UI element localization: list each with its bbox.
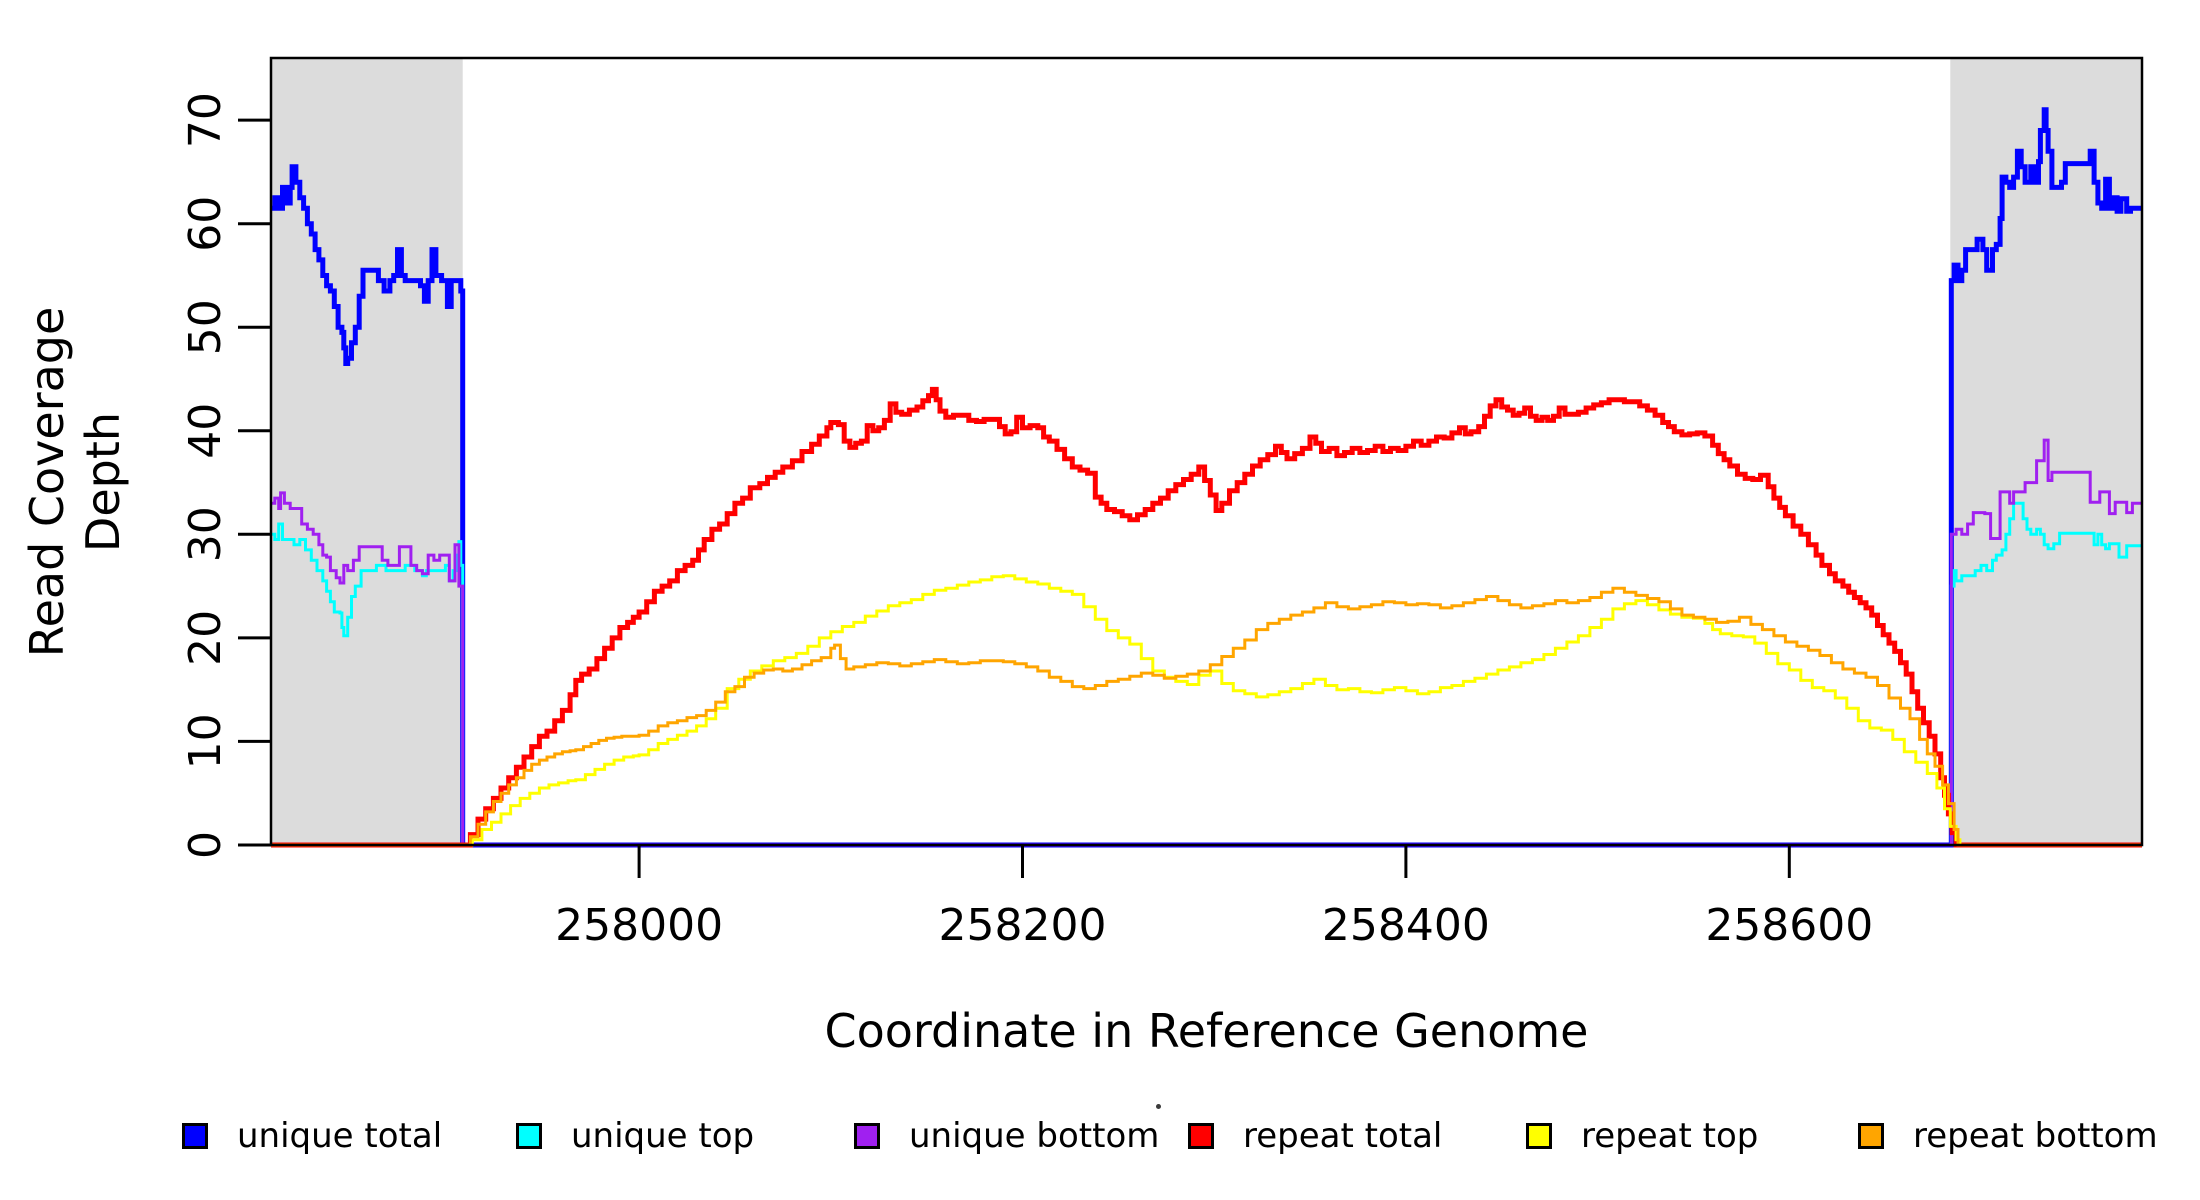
- series-unique-total: [271, 107, 2142, 848]
- legend-artifact-dot: [1156, 1104, 1161, 1109]
- y-tick-label: 10: [180, 713, 231, 769]
- x-tick-label: 258200: [939, 900, 1107, 951]
- axis-layer: 258000 258200 258400 258600 0 10 20 30 40 50 60 70: [180, 56, 2144, 951]
- y-axis-title: Read Coverage Depth: [20, 306, 130, 658]
- shaded-region: [271, 58, 463, 845]
- series-repeat-top: [271, 574, 2142, 847]
- plot-box: [269, 56, 2144, 847]
- x-tick-label: 258400: [1322, 900, 1490, 951]
- y-tick-label: 60: [180, 196, 231, 252]
- series-unique-bottom: [271, 438, 2142, 847]
- y-tick-label: 70: [180, 92, 231, 148]
- y-tick-label: 40: [180, 403, 231, 459]
- y-tick-label: 0: [180, 831, 231, 859]
- y-tick-label: 30: [180, 506, 231, 562]
- series-repeat-total: [271, 386, 2142, 848]
- x-axis-title: Coordinate in Reference Genome: [824, 1004, 1589, 1058]
- shaded-region: [1950, 58, 2142, 845]
- x-tick-label: 258000: [555, 900, 723, 951]
- shaded-regions-layer: [271, 58, 2142, 845]
- y-tick-label: 20: [180, 610, 231, 666]
- x-tick-label: 258600: [1705, 900, 1873, 951]
- y-tick-label: 50: [180, 299, 231, 355]
- series-repeat-bottom: [271, 586, 2142, 847]
- series-layer: [271, 107, 2142, 848]
